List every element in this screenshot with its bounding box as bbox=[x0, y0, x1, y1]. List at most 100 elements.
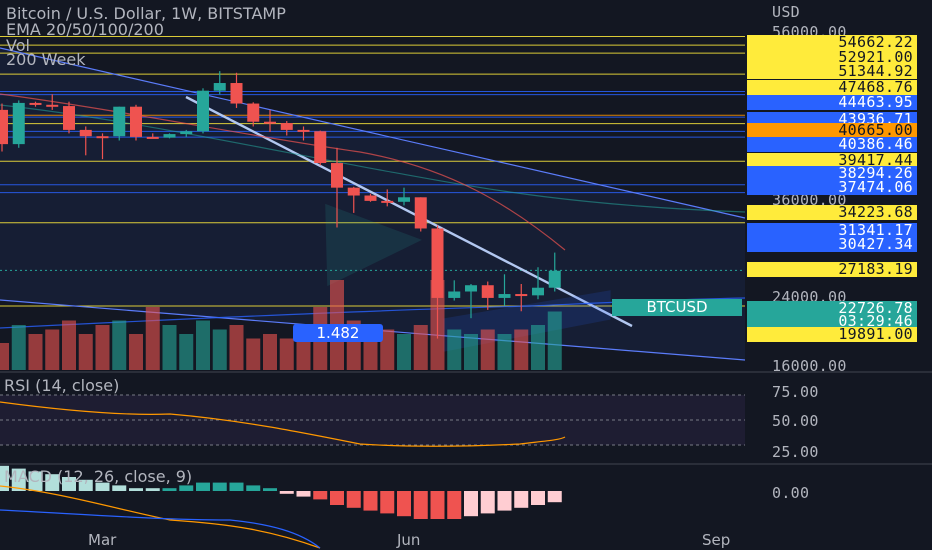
price-tag: 39417.44 bbox=[747, 153, 917, 168]
volume-bar bbox=[263, 334, 277, 370]
macd-histogram-bar bbox=[447, 491, 462, 519]
macd-histogram-bar bbox=[430, 491, 445, 519]
macd-signal-line bbox=[0, 485, 321, 549]
macd-histogram-bar bbox=[380, 491, 395, 514]
volume-bar bbox=[380, 329, 395, 370]
macd-histogram-bar bbox=[464, 491, 478, 517]
price-tag: 40386.46 bbox=[747, 137, 917, 152]
volume-bar bbox=[229, 325, 244, 370]
macd-histogram-bar bbox=[363, 491, 378, 511]
date-label-sep: Sep bbox=[702, 531, 731, 549]
macd-histogram-bar bbox=[28, 471, 43, 491]
axis-tick-36000: 36000.00 bbox=[772, 191, 847, 209]
macd-histogram-bar bbox=[179, 485, 194, 491]
volume-bar bbox=[296, 334, 311, 370]
candle-body bbox=[548, 270, 561, 288]
candle-body bbox=[465, 285, 477, 292]
channel-upper-line bbox=[0, 47, 746, 219]
rsi-line bbox=[0, 401, 566, 447]
volume-bar bbox=[447, 329, 462, 370]
candle-body bbox=[297, 129, 310, 132]
candle-body bbox=[46, 104, 59, 107]
candle-body bbox=[213, 83, 226, 91]
volume-bar bbox=[397, 334, 411, 370]
candle-body bbox=[331, 163, 343, 188]
price-tag: 51344.92 bbox=[747, 64, 917, 79]
macd-histogram-bar bbox=[62, 477, 76, 491]
macd-histogram-bar bbox=[196, 482, 210, 491]
macd-histogram-bar bbox=[0, 465, 9, 491]
macd-histogram-bar bbox=[531, 491, 545, 505]
macd-histogram-bar bbox=[145, 488, 160, 491]
rsi-title[interactable]: RSI (14, close) bbox=[4, 376, 120, 395]
candle-body bbox=[247, 103, 260, 122]
volume-bar bbox=[497, 334, 512, 370]
price-tag: 54662.22 bbox=[747, 35, 917, 50]
candle-body bbox=[280, 123, 293, 130]
price-tag: 22726.78 bbox=[747, 301, 917, 316]
macd-histogram-bar bbox=[313, 491, 328, 500]
volume-bar bbox=[480, 329, 495, 370]
candle-body bbox=[347, 187, 360, 196]
candle-body bbox=[197, 90, 209, 132]
candle-body bbox=[314, 131, 327, 164]
candle-body bbox=[532, 287, 544, 296]
volume-bar bbox=[246, 338, 261, 370]
macd-histogram-bar bbox=[45, 474, 60, 491]
volume-bar bbox=[45, 329, 60, 370]
candle-body bbox=[29, 102, 42, 105]
macd-histogram-bar bbox=[330, 491, 344, 505]
macd-histogram-bar bbox=[229, 482, 244, 491]
price-tag: 44463.95 bbox=[747, 95, 917, 110]
volume-bar bbox=[547, 311, 562, 370]
volume-bar bbox=[531, 325, 545, 370]
200-week-indicator-label[interactable]: 200 Week bbox=[6, 50, 86, 69]
volume-bar bbox=[0, 343, 9, 370]
volume-bar bbox=[28, 334, 43, 370]
volume-bar bbox=[162, 325, 177, 370]
candle-body bbox=[381, 200, 394, 203]
volume-bar bbox=[112, 320, 127, 370]
macd-histogram-bar bbox=[78, 479, 93, 491]
macd-histogram-bar bbox=[162, 488, 177, 491]
ema-indicator-label[interactable]: EMA 20/50/100/200 bbox=[6, 20, 164, 39]
price-tag: 47468.76 bbox=[747, 80, 917, 95]
ticker-label[interactable]: BTCUSD bbox=[612, 299, 742, 316]
macd-histogram-bar bbox=[296, 491, 311, 497]
price-tag: 40665.00 bbox=[747, 123, 917, 138]
macd-histogram-bar bbox=[129, 488, 143, 491]
volume-bar bbox=[11, 325, 26, 370]
candle-body bbox=[448, 291, 461, 298]
price-tag: 34223.68 bbox=[747, 205, 917, 220]
candle-body bbox=[364, 195, 377, 201]
pennant-shape bbox=[325, 203, 422, 287]
price-tag: 37474.06 bbox=[747, 180, 917, 195]
volume-bar bbox=[179, 334, 194, 370]
candle-body bbox=[264, 121, 276, 124]
macd-histogram-bar bbox=[263, 488, 277, 491]
volume-bar bbox=[464, 334, 478, 370]
macd-histogram-bar bbox=[497, 491, 512, 511]
candle-body bbox=[0, 109, 8, 145]
candle-body bbox=[481, 285, 494, 298]
volume-bar bbox=[145, 307, 160, 370]
macd-histogram-bar bbox=[246, 485, 261, 491]
macd-histogram-bar bbox=[279, 491, 294, 494]
volume-bar bbox=[413, 325, 428, 370]
price-tag: 03:29:46 bbox=[747, 314, 917, 329]
candle-body bbox=[180, 131, 193, 135]
volume-indicator-label[interactable]: Vol bbox=[6, 36, 30, 55]
candle-body bbox=[113, 106, 126, 137]
candle-body bbox=[63, 106, 75, 130]
ratio-label[interactable]: 1.482 bbox=[293, 324, 383, 342]
candle-body bbox=[414, 197, 427, 229]
candle-body bbox=[146, 136, 159, 139]
macd-histogram-bar bbox=[413, 491, 428, 519]
volume-bar bbox=[129, 334, 143, 370]
volume-bar bbox=[196, 320, 210, 370]
price-tag: 30427.34 bbox=[747, 237, 917, 252]
macd-line bbox=[0, 509, 321, 549]
macd-title[interactable]: MACD (12, 26, close, 9) bbox=[4, 467, 193, 486]
